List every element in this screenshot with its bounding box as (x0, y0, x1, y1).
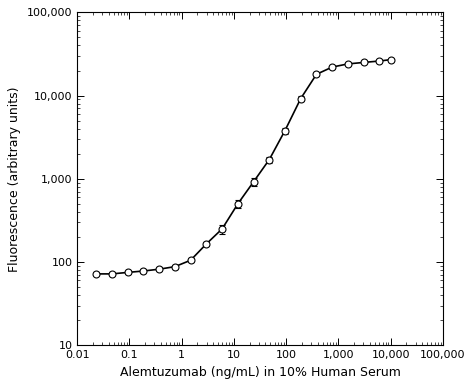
X-axis label: Alemtuzumab (ng/mL) in 10% Human Serum: Alemtuzumab (ng/mL) in 10% Human Serum (119, 366, 401, 378)
Y-axis label: Fluorescence (arbitrary units): Fluorescence (arbitrary units) (9, 86, 21, 272)
